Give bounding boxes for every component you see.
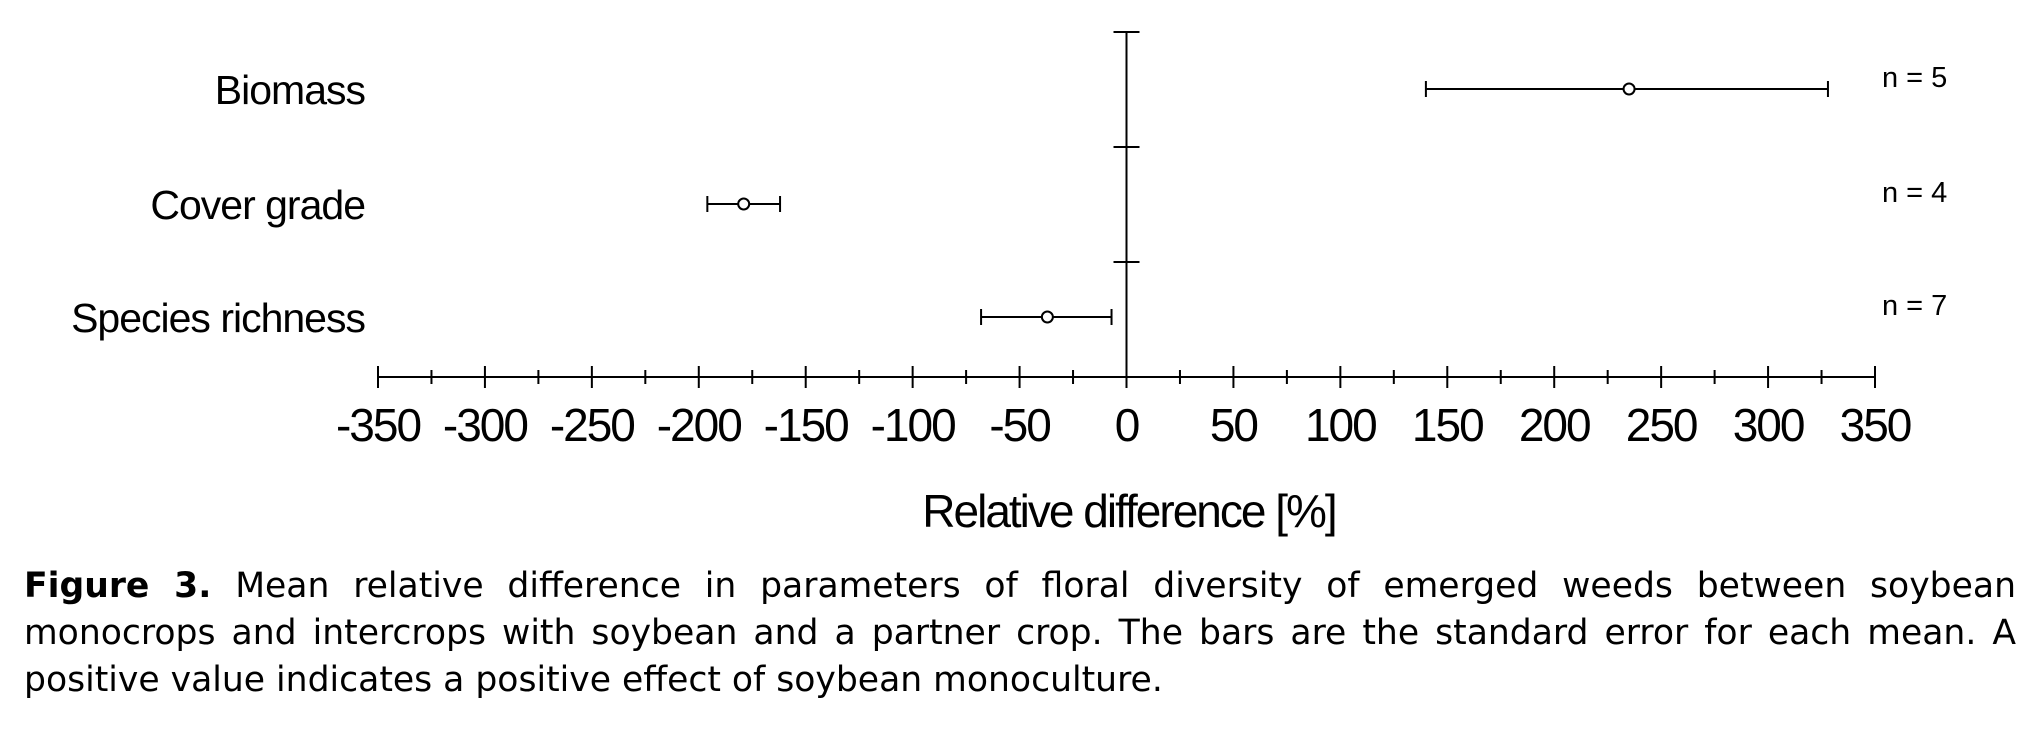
x-tick-label: 0 — [1115, 399, 1139, 451]
data-row — [706, 196, 782, 212]
category-label: Biomass — [215, 67, 366, 113]
x-tick-label: -150 — [764, 399, 848, 451]
figure-caption-text: Mean relative difference in parameters o… — [24, 566, 2016, 700]
error-bar-chart: -350 -300 -250 -200 -150 -100 -50 0 50 100 150 200 2… — [71, 31, 1947, 537]
data-row — [1424, 81, 1829, 97]
sample-size-label: n = 5 — [1882, 62, 1947, 94]
x-tick-label: -250 — [550, 399, 634, 451]
sample-size-label: n = 4 — [1882, 177, 1947, 209]
x-tick-label: 200 — [1519, 399, 1590, 451]
figure-caption-label: Figure 3. — [24, 566, 212, 606]
x-axis: -350 -300 -250 -200 -150 -100 -50 0 50 100 150 200 2… — [336, 366, 1913, 451]
sample-size-label: n = 7 — [1882, 290, 1947, 322]
mean-marker — [1040, 310, 1054, 324]
x-tick-label: 300 — [1733, 399, 1804, 451]
x-tick-label: 100 — [1305, 399, 1376, 451]
x-tick-label: 50 — [1210, 399, 1258, 451]
zero-reference-line — [1113, 31, 1140, 377]
x-tick-label: -50 — [989, 399, 1050, 451]
x-tick-label: -300 — [443, 399, 527, 451]
x-tick-label: 150 — [1412, 399, 1483, 451]
data-points — [706, 81, 1829, 325]
category-labels: Biomass n = 5 Cover grade n = 4 Species rich… — [71, 62, 1947, 341]
x-tick-label: 250 — [1626, 399, 1697, 451]
category-label: Cover grade — [150, 182, 365, 228]
x-axis-title: Relative difference [%] — [922, 485, 1335, 537]
x-tick-label: -100 — [871, 399, 955, 451]
chart-area: -350 -300 -250 -200 -150 -100 -50 0 50 100 150 200 2… — [71, 31, 1947, 537]
mean-marker — [1622, 82, 1636, 96]
figure-caption: Figure 3. Mean relative difference in pa… — [24, 563, 2016, 704]
data-row — [980, 309, 1113, 325]
x-tick-label: 350 — [1840, 399, 1911, 451]
mean-marker — [737, 197, 751, 211]
category-label: Species richness — [71, 295, 365, 341]
x-tick-label: -350 — [336, 399, 420, 451]
x-tick-label: -200 — [657, 399, 741, 451]
